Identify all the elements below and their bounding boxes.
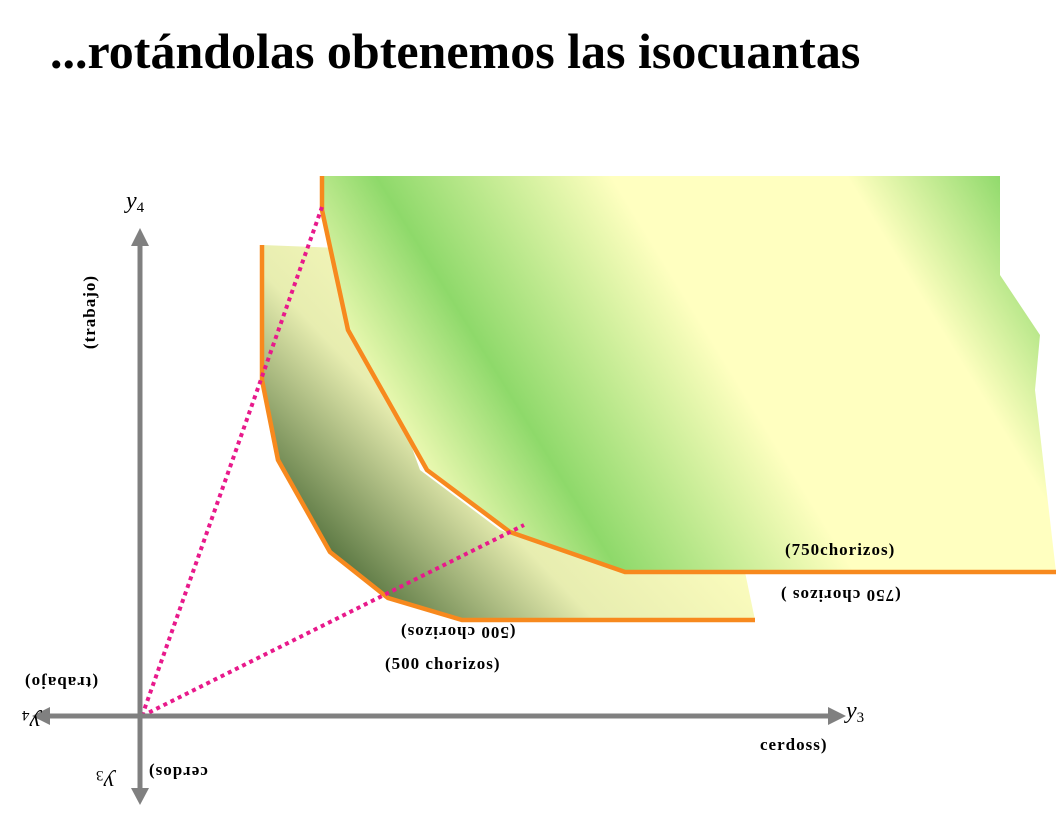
y3-mirrored-axis-label: y3 (96, 767, 115, 795)
isoquant-500-curve (259, 245, 755, 623)
vertical-axis-arrow (131, 228, 149, 246)
vertical-axis-arrow-bottom (131, 788, 149, 805)
ray-lower (141, 523, 525, 718)
isoquant-750-region (322, 176, 1056, 572)
trabajo-label: (trabajo) (80, 274, 100, 350)
cerdoss-label: cerdoss) (760, 735, 828, 754)
slide-title: ...rotándolas obtenemos las isocuantas (50, 23, 861, 79)
ray-upper (140, 206, 324, 717)
y4-axis-label: y4 (126, 188, 145, 216)
isoquant-500-label: (500 chorizos) (385, 654, 501, 673)
isoquant-750-label: (750chorizos) (785, 540, 896, 559)
trabajo-mirrored-label: (trabajo) (24, 673, 99, 692)
y4-mirrored-axis-label: y4 (22, 707, 41, 735)
isoquant-500-mirrored-label: (500 chorizos) (400, 623, 516, 642)
horizontal-axis-arrow (828, 707, 846, 725)
cerdos-mirrored-label: cerdos) (148, 763, 208, 782)
horizontal-axis-arrow-left (32, 707, 50, 725)
isoquant-500-region (262, 245, 755, 620)
isoquant-750-mirrored-label: (750 chorizos ) (780, 586, 901, 605)
y3-axis-label: y3 (846, 698, 865, 726)
